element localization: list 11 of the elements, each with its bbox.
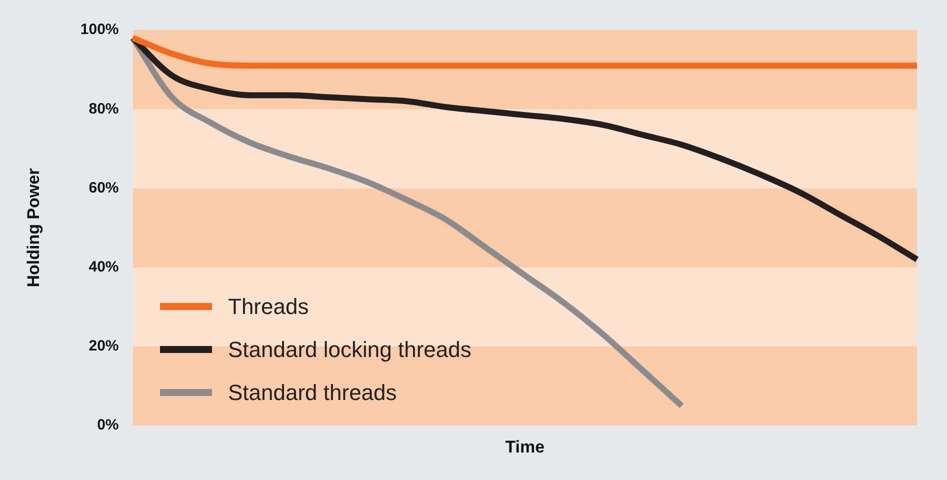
y-tick-label: 0%	[97, 416, 119, 434]
legend-label: Standard locking threads	[228, 336, 472, 362]
legend-label: Threads	[228, 294, 309, 320]
y-tick-label: 20%	[88, 338, 119, 355]
x-axis-title: Time	[505, 437, 545, 456]
y-tick-label: 80%	[88, 100, 119, 118]
y-axis-title: Holding Power	[24, 168, 43, 288]
y-tick-label: 100%	[80, 21, 119, 38]
y-tick-label: 60%	[88, 179, 119, 196]
legend-label: Standard threads	[228, 380, 397, 406]
y-tick-label: 40%	[88, 258, 119, 276]
